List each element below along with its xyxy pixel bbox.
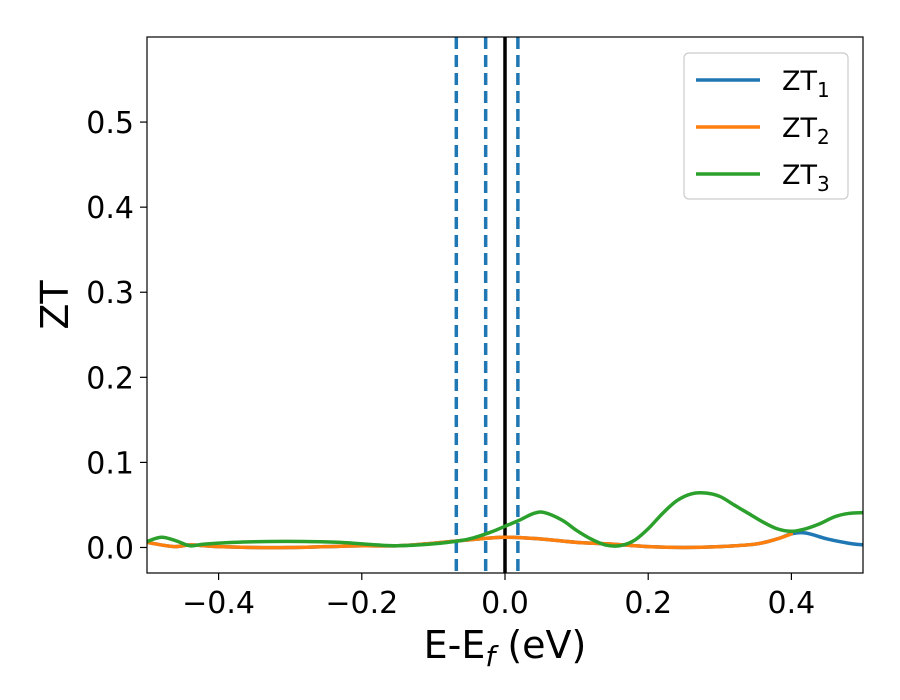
series-line-zt3 xyxy=(147,491,863,548)
x-tick-label: 0.0 xyxy=(481,586,529,621)
y-tick-label: 0.5 xyxy=(86,106,134,141)
legend: ZT1 ZT2 ZT3 xyxy=(683,52,849,200)
series-lines xyxy=(147,491,863,550)
legend-label-zt2: ZT2 xyxy=(782,113,830,149)
y-tick-label: 0.1 xyxy=(86,446,134,481)
legend-box xyxy=(683,52,849,200)
y-axis-label: ZT xyxy=(33,280,77,330)
x-tick-label: −0.4 xyxy=(182,586,255,621)
y-tick-label: 0.3 xyxy=(86,276,134,311)
x-axis-label: E-Ef (eV) xyxy=(424,623,587,673)
x-axis-ticks: −0.4 −0.2 0.0 0.2 0.4 xyxy=(182,573,815,621)
x-tick-label: 0.4 xyxy=(768,586,816,621)
x-tick-label: −0.2 xyxy=(325,586,398,621)
y-tick-label: 0.4 xyxy=(86,191,134,226)
reference-lines xyxy=(454,37,520,573)
legend-label-zt3: ZT3 xyxy=(782,160,830,196)
y-tick-label: 0.0 xyxy=(86,531,134,566)
y-axis-ticks: 0.0 0.1 0.2 0.3 0.4 0.5 xyxy=(86,106,147,566)
x-axis-label-unit: (eV) xyxy=(495,623,586,667)
y-tick-label: 0.2 xyxy=(86,361,134,396)
x-tick-label: 0.2 xyxy=(624,586,672,621)
legend-label-zt1: ZT1 xyxy=(782,66,830,102)
